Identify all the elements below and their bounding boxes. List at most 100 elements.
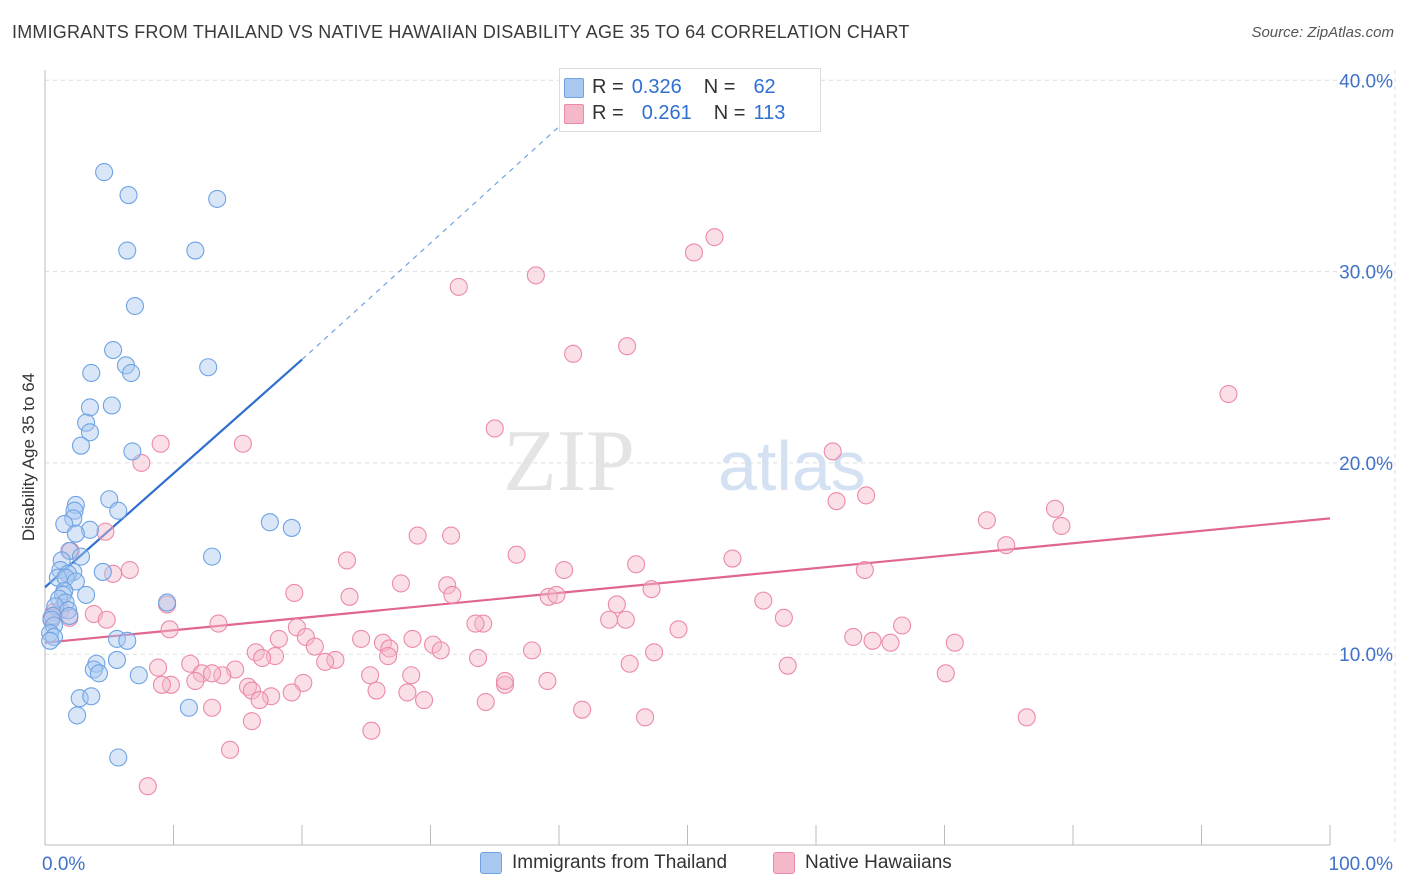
legend-item-hawaiians[interactable]: Native Hawaiians <box>773 852 952 874</box>
series-legend: Immigrants from Thailand Native Hawaiian… <box>0 852 1406 878</box>
data-point-native-hawaiians <box>723 549 742 568</box>
trend-lines <box>44 97 1331 644</box>
n-label: N = <box>703 75 736 98</box>
data-point-thailand <box>71 436 91 455</box>
data-point-thailand <box>60 606 79 625</box>
data-point-native-hawaiians <box>203 698 222 717</box>
data-point-native-hawaiians <box>160 620 179 639</box>
data-point-native-hawaiians <box>282 683 301 702</box>
data-point-thailand <box>118 241 137 260</box>
data-point-thailand <box>64 509 83 528</box>
data-point-native-hawaiians <box>997 536 1016 555</box>
y-tick-label: 30.0% <box>1339 263 1393 284</box>
data-point-thailand <box>66 495 85 515</box>
x-tick-label: 100.0% <box>1329 854 1394 875</box>
data-point-native-hawaiians <box>573 700 592 719</box>
legend-label: Immigrants from Thailand <box>512 852 728 873</box>
data-point-native-hawaiians <box>555 560 574 580</box>
data-point-native-hawaiians <box>607 595 626 614</box>
data-point-native-hawaiians <box>636 708 655 727</box>
data-point-native-hawaiians <box>495 671 515 691</box>
data-point-native-hawaiians <box>380 639 399 658</box>
data-point-thailand <box>41 631 60 650</box>
data-point-native-hawaiians <box>627 555 646 574</box>
tick-labels: 10.0% 20.0% 30.0% 40.0% 0.0% 100.0% <box>42 71 1393 875</box>
data-point-native-hawaiians <box>337 551 357 570</box>
data-point-thailand <box>82 687 101 706</box>
data-point-native-hawaiians <box>398 683 417 702</box>
data-point-native-hawaiians <box>1045 499 1065 518</box>
watermark-zip: ZIP <box>503 413 635 510</box>
data-point-native-hawaiians <box>936 664 955 683</box>
data-point-native-hawaiians <box>476 692 495 712</box>
n-value: 113 <box>753 101 786 124</box>
data-point-native-hawaiians <box>379 647 398 666</box>
n-value: 62 <box>753 75 776 98</box>
data-point-native-hawaiians <box>149 658 168 677</box>
data-point-thailand <box>93 562 112 581</box>
data-point-native-hawaiians <box>431 641 450 660</box>
data-point-native-hawaiians <box>408 526 427 545</box>
data-point-thailand <box>125 296 144 316</box>
data-point-native-hawaiians <box>209 614 228 633</box>
data-point-thailand <box>60 541 79 560</box>
legend-swatch-blue <box>480 852 502 874</box>
data-point-native-hawaiians <box>316 652 335 671</box>
data-point-native-hawaiians <box>474 614 493 633</box>
data-point-native-hawaiians <box>754 591 773 610</box>
data-point-thailand <box>77 585 96 604</box>
source-label: Source: ZipAtlas.com <box>1251 24 1394 41</box>
data-point-native-hawaiians <box>468 648 488 668</box>
data-point-native-hawaiians <box>250 691 269 710</box>
y-axis-label: Disability Age 35 to 64 <box>19 373 38 541</box>
data-point-native-hawaiians <box>402 666 421 685</box>
legend-swatch-pink <box>564 104 584 124</box>
data-point-native-hawaiians <box>287 618 306 637</box>
data-point-native-hawaiians <box>684 243 703 262</box>
data-point-thailand <box>199 358 218 377</box>
data-point-thailand <box>102 396 121 415</box>
r-label: R = <box>592 75 624 98</box>
data-point-native-hawaiians <box>618 337 637 356</box>
data-point-native-hawaiians <box>539 587 558 606</box>
data-point-thailand <box>71 547 91 566</box>
data-point-native-hawaiians <box>778 656 797 675</box>
data-point-thailand <box>203 547 222 566</box>
data-point-native-hawaiians <box>151 434 170 453</box>
watermark-atlas: atlas <box>718 427 866 505</box>
data-point-native-hawaiians <box>485 419 504 438</box>
data-point-native-hawaiians <box>564 344 583 363</box>
data-point-thailand <box>104 340 123 360</box>
data-point-native-hawaiians <box>547 585 566 604</box>
data-point-native-hawaiians <box>844 627 863 647</box>
y-tick-label: 20.0% <box>1339 454 1393 475</box>
legend-swatch-blue <box>564 78 584 98</box>
data-point-native-hawaiians <box>242 681 261 700</box>
data-point-thailand <box>260 513 279 532</box>
data-point-native-hawaiians <box>242 712 261 731</box>
data-point-native-hawaiians <box>507 545 526 564</box>
data-point-native-hawaiians <box>642 580 661 599</box>
data-point-native-hawaiians <box>438 576 457 595</box>
stats-row-hawaiians: R = 0.261 N = 113 <box>564 100 786 126</box>
data-point-thailand <box>179 698 198 717</box>
data-point-native-hawaiians <box>138 777 157 796</box>
data-point-native-hawaiians <box>96 522 115 541</box>
data-point-native-hawaiians <box>285 583 304 603</box>
x-tick-label: 0.0% <box>42 854 85 875</box>
data-point-native-hawaiians <box>945 633 964 652</box>
data-point-native-hawaiians <box>893 616 912 635</box>
data-point-native-hawaiians <box>495 675 515 694</box>
data-point-thailand <box>70 689 89 708</box>
data-point-thailand <box>82 363 101 383</box>
data-point-native-hawaiians <box>391 574 410 593</box>
data-point-thailand <box>59 601 78 620</box>
data-point-native-hawaiians <box>863 631 882 650</box>
data-point-native-hawaiians <box>233 434 252 453</box>
data-point-native-hawaiians <box>669 620 688 639</box>
legend-item-thailand[interactable]: Immigrants from Thailand <box>480 852 727 874</box>
data-point-thailand <box>80 520 100 539</box>
data-point-native-hawaiians <box>352 629 371 648</box>
data-point-native-hawaiians <box>881 633 900 652</box>
y-tick-label: 40.0% <box>1339 71 1393 92</box>
